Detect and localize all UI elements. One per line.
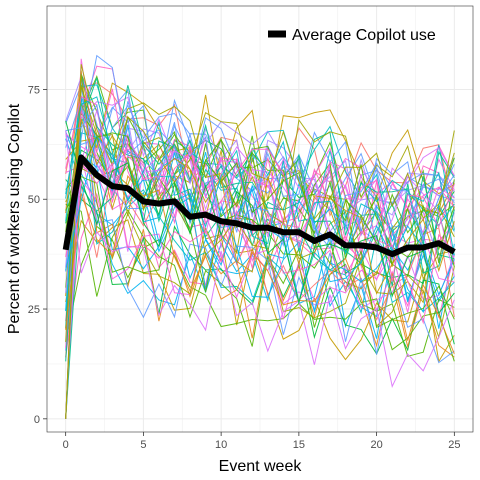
y-tick-label: 75 (28, 84, 40, 96)
x-tick-label: 10 (215, 439, 227, 451)
series-line (65, 167, 455, 358)
x-axis-title: Event week (219, 458, 303, 475)
axes: 0 5 10 15 20 25 0 25 50 75 (28, 84, 461, 451)
x-tick-label: 0 (63, 439, 69, 451)
average-line (62, 154, 456, 258)
legend: Average Copilot use (268, 27, 436, 44)
x-tick-label: 20 (370, 439, 382, 451)
average-series (62, 154, 456, 258)
series-line (65, 108, 455, 277)
y-tick-label: 25 (28, 304, 40, 316)
series-line (65, 219, 455, 363)
series-line (65, 178, 455, 348)
x-tick-label: 15 (293, 439, 305, 451)
series-line (65, 96, 455, 419)
panel-border (46, 5, 474, 433)
series-line (65, 161, 455, 325)
series-line (65, 225, 455, 357)
series-line (65, 64, 455, 419)
y-axis-title: Percent of workers using Copilot (6, 103, 23, 334)
series-line (65, 132, 455, 277)
series-line (65, 54, 455, 272)
y-tick-label: 0 (34, 414, 40, 426)
series-line (65, 203, 455, 362)
legend-label-average: Average Copilot use (292, 27, 436, 44)
series-line (65, 101, 455, 250)
series-line (65, 130, 455, 388)
series-line (65, 74, 455, 342)
series-line (65, 70, 455, 358)
x-tick-label: 5 (140, 439, 146, 451)
y-tick-label: 50 (28, 194, 40, 206)
series-line (65, 95, 455, 282)
x-tick-label: 25 (448, 439, 460, 451)
